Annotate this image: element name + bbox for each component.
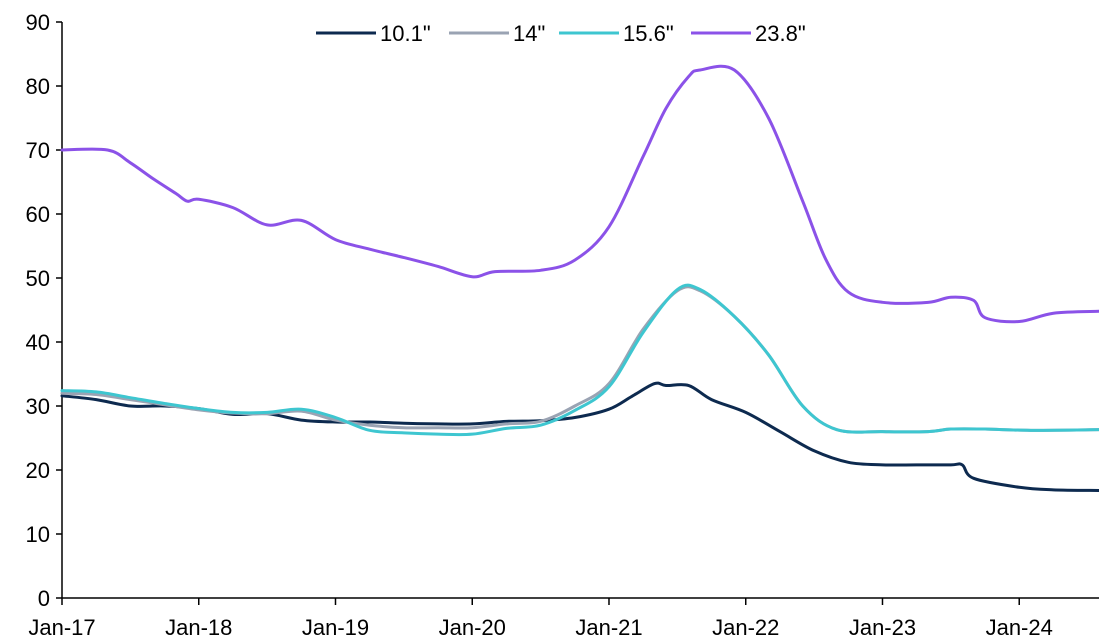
x-tick-label: Jan-24 [986, 615, 1053, 640]
x-tick-label: Jan-21 [575, 615, 642, 640]
legend-label-2: 15.6" [623, 21, 674, 46]
x-tick-label: Jan-18 [165, 615, 232, 640]
y-tick-label: 70 [26, 138, 50, 163]
series-line-3 [60, 64, 1099, 324]
x-tick-label: Jan-23 [849, 615, 916, 640]
x-tick-label: Jan-17 [28, 615, 95, 640]
legend-label-1: 14" [513, 21, 545, 46]
y-tick-label: 80 [26, 74, 50, 99]
y-tick-label: 50 [26, 266, 50, 291]
x-tick-label: Jan-22 [712, 615, 779, 640]
y-tick-label: 40 [26, 330, 50, 355]
series-line-2 [60, 283, 1099, 437]
legend-label-0: 10.1" [380, 21, 431, 46]
legend: 10.1" 14" 15.6" 23.8" [316, 21, 806, 46]
y-tick-label: 20 [26, 458, 50, 483]
series-line-0 [60, 381, 1099, 492]
y-tick-label: 10 [26, 522, 50, 547]
y-tick-label: 30 [26, 394, 50, 419]
series-lines [60, 64, 1099, 492]
x-tick-label: Jan-20 [439, 615, 506, 640]
x-tick-label: Jan-19 [302, 615, 369, 640]
x-axis: Jan-17 Jan-18 Jan-19 Jan-20 Jan-21 Jan-22 Jan-… [28, 597, 1099, 640]
legend-label-3: 23.8" [755, 21, 806, 46]
y-axis: 0 10 20 30 40 50 60 70 80 90 [26, 10, 63, 611]
y-tick-label: 0 [38, 586, 50, 611]
y-tick-label: 90 [26, 10, 50, 35]
y-tick-label: 60 [26, 202, 50, 227]
